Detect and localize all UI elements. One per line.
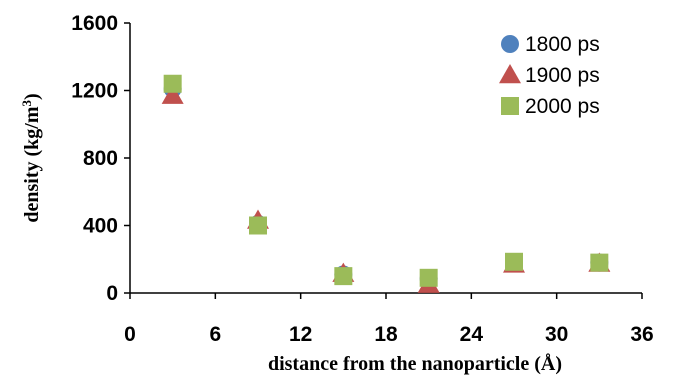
legend-marker xyxy=(501,97,519,115)
y-axis-title-close: ) xyxy=(21,93,43,100)
y-axis-title-superscript: 3 xyxy=(19,100,34,107)
y-tick-label: 1200 xyxy=(71,80,118,103)
data-point xyxy=(334,267,353,286)
data-point xyxy=(161,84,184,104)
y-axis-title-text: density (kg/m xyxy=(21,106,43,222)
y-tick-label: 800 xyxy=(83,147,118,170)
legend-label: 1800 ps xyxy=(525,33,600,56)
legend-marker xyxy=(501,35,519,53)
data-points xyxy=(161,74,611,293)
series-2000-ps xyxy=(163,74,609,287)
legend-item: 2000 ps xyxy=(501,95,600,118)
x-tick-label: 18 xyxy=(374,323,398,346)
data-point xyxy=(163,74,182,93)
x-tick-label: 0 xyxy=(124,323,136,346)
data-point xyxy=(590,253,609,272)
legend-marker xyxy=(499,64,521,84)
axes: 0 400 800 1200 1600 0 6 12 18 24 30 36 xyxy=(71,12,653,346)
data-point xyxy=(419,268,438,287)
data-point xyxy=(249,216,267,235)
legend-item: 1900 ps xyxy=(499,64,600,87)
y-tick-label: 1600 xyxy=(71,12,118,35)
x-tick-label: 12 xyxy=(289,323,312,346)
x-tick-label: 6 xyxy=(209,323,221,346)
x-tick-label: 36 xyxy=(630,323,653,346)
y-tick-label: 400 xyxy=(83,215,118,238)
x-tick-label: 30 xyxy=(545,323,568,346)
y-tick-label: 0 xyxy=(106,282,118,305)
legend-item: 1800 ps xyxy=(501,33,600,56)
legend: 1800 ps 1900 ps 2000 ps xyxy=(499,33,600,118)
x-tick-label: 24 xyxy=(460,323,484,346)
legend-label: 2000 ps xyxy=(525,95,600,118)
data-point xyxy=(505,252,523,271)
legend-label: 1900 ps xyxy=(525,64,600,87)
x-axis-title: distance from the nanoparticle (Å) xyxy=(268,352,562,375)
y-axis-title: density (kg/m3) xyxy=(19,93,43,222)
